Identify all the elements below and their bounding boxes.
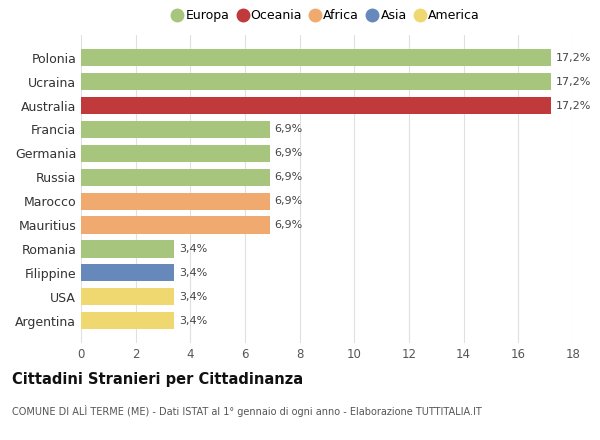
Bar bbox=[81, 169, 269, 186]
Text: 6,9%: 6,9% bbox=[275, 148, 303, 158]
Text: 17,2%: 17,2% bbox=[556, 101, 592, 110]
Bar bbox=[81, 216, 269, 234]
Bar bbox=[81, 264, 174, 282]
Bar bbox=[81, 49, 551, 66]
Text: 3,4%: 3,4% bbox=[179, 292, 207, 302]
Text: 17,2%: 17,2% bbox=[556, 77, 592, 87]
Bar bbox=[81, 312, 174, 329]
Text: 6,9%: 6,9% bbox=[275, 220, 303, 230]
Bar bbox=[81, 145, 269, 162]
Text: 3,4%: 3,4% bbox=[179, 268, 207, 278]
Bar bbox=[81, 97, 551, 114]
Bar bbox=[81, 193, 269, 210]
Bar bbox=[81, 240, 174, 257]
Text: 6,9%: 6,9% bbox=[275, 125, 303, 135]
Text: 6,9%: 6,9% bbox=[275, 172, 303, 182]
Text: 6,9%: 6,9% bbox=[275, 196, 303, 206]
Bar bbox=[81, 73, 551, 90]
Text: 3,4%: 3,4% bbox=[179, 244, 207, 254]
Text: COMUNE DI ALÌ TERME (ME) - Dati ISTAT al 1° gennaio di ogni anno - Elaborazione : COMUNE DI ALÌ TERME (ME) - Dati ISTAT al… bbox=[12, 405, 482, 417]
Legend: Europa, Oceania, Africa, Asia, America: Europa, Oceania, Africa, Asia, America bbox=[169, 4, 485, 27]
Text: Cittadini Stranieri per Cittadinanza: Cittadini Stranieri per Cittadinanza bbox=[12, 372, 303, 387]
Text: 3,4%: 3,4% bbox=[179, 315, 207, 326]
Bar bbox=[81, 288, 174, 305]
Text: 17,2%: 17,2% bbox=[556, 53, 592, 63]
Bar bbox=[81, 121, 269, 138]
